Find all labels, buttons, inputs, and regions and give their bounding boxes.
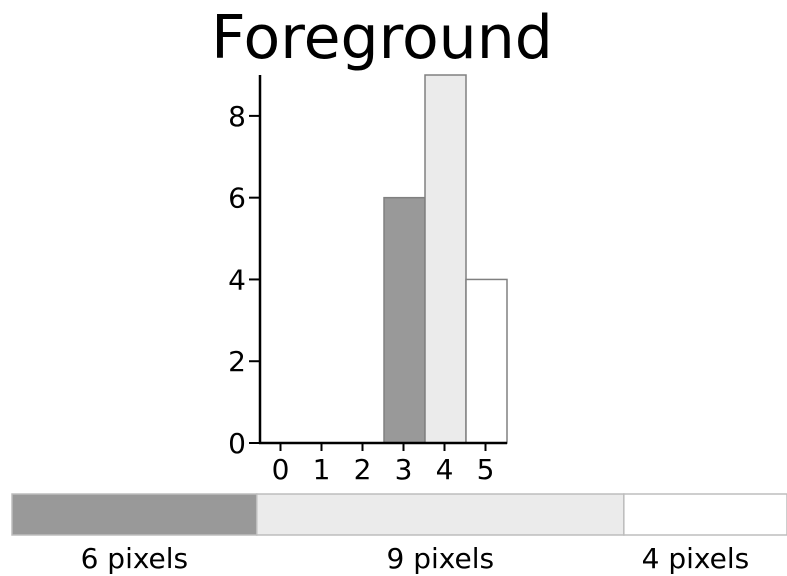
y-tick-label: 8 xyxy=(228,100,246,133)
x-tick-label: 4 xyxy=(436,453,454,486)
chart-title: Foreground xyxy=(211,3,553,73)
bars-group xyxy=(383,74,508,444)
x-tick-label: 3 xyxy=(395,453,413,486)
proportion-segment-label: 4 pixels xyxy=(642,542,750,575)
proportion-segment-2 xyxy=(623,493,787,536)
bar-4 xyxy=(424,74,467,444)
y-tick-label: 0 xyxy=(228,427,246,460)
y-tick-label: 4 xyxy=(228,263,246,296)
proportion-segment-label: 9 pixels xyxy=(387,542,495,575)
x-tick-label: 0 xyxy=(272,453,290,486)
proportion-bar: 6 pixels 9 pixels 4 pixels xyxy=(11,493,787,575)
x-tick-label: 2 xyxy=(354,453,372,486)
y-tick-label: 2 xyxy=(228,345,246,378)
proportion-segment-1 xyxy=(255,493,625,536)
proportion-segment-label: 6 pixels xyxy=(81,542,189,575)
x-tick-label: 1 xyxy=(313,453,331,486)
x-tick-label: 5 xyxy=(477,453,495,486)
bar-5 xyxy=(465,278,508,444)
y-tick-label: 6 xyxy=(228,182,246,215)
proportion-segment-0 xyxy=(11,493,258,536)
bar-3 xyxy=(383,196,426,444)
